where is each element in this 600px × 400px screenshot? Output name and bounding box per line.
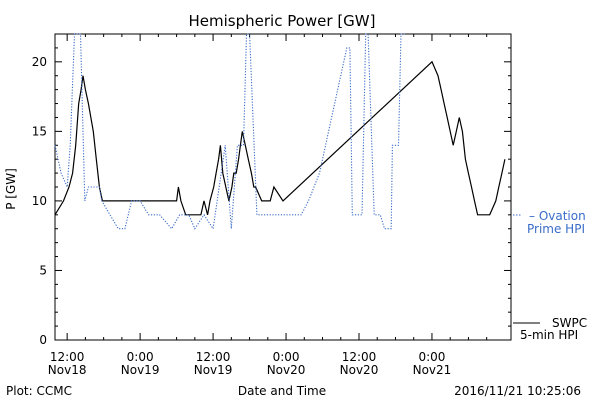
y-axis-ticks: 0 5 10 15 20 <box>32 47 511 347</box>
x-tick-date: Nov20 <box>340 363 379 377</box>
x-tick-time: 0:00 <box>273 350 300 364</box>
legend-ovation-line2: Prime HPI <box>527 222 585 236</box>
plot-source: Plot: CCMC <box>6 384 72 398</box>
x-axis-ticks: 12:00Nov180:00Nov1912:00Nov190:00Nov2012… <box>48 34 488 377</box>
series-ovation-line <box>54 33 405 231</box>
x-tick-date: Nov19 <box>194 363 233 377</box>
x-tick-time: 0:00 <box>418 350 445 364</box>
legend-swpc-line2: 5-min HPI <box>520 328 578 342</box>
y-tick-label: 0 <box>39 333 47 347</box>
x-tick-time: 0:00 <box>127 350 154 364</box>
y-tick-label: 20 <box>32 55 47 69</box>
x-tick-date: Nov20 <box>267 363 306 377</box>
series-layer <box>54 33 506 231</box>
plot-frame <box>54 33 512 341</box>
legend-ovation-line1: – Ovation <box>529 209 586 223</box>
x-tick-date: Nov18 <box>48 363 87 377</box>
plot-timestamp: 2016/11/21 10:25:06 <box>454 384 581 398</box>
y-tick-label: 10 <box>32 194 47 208</box>
x-axis-label: Date and Time <box>238 384 326 398</box>
legend-swpc-line1: SWPC <box>552 316 587 330</box>
x-tick-date: Nov21 <box>413 363 452 377</box>
x-tick-date: Nov19 <box>121 363 160 377</box>
x-tick-time: 12:00 <box>342 350 377 364</box>
x-tick-time: 12:00 <box>196 350 231 364</box>
y-axis-label: P [GW] <box>4 168 18 210</box>
chart-title: Hemispheric Power [GW] <box>189 12 376 30</box>
y-tick-label: 15 <box>32 124 47 138</box>
y-tick-label: 5 <box>39 263 47 277</box>
plot-area <box>54 33 512 341</box>
x-tick-time: 12:00 <box>50 350 85 364</box>
series-swpc-line <box>54 60 506 216</box>
